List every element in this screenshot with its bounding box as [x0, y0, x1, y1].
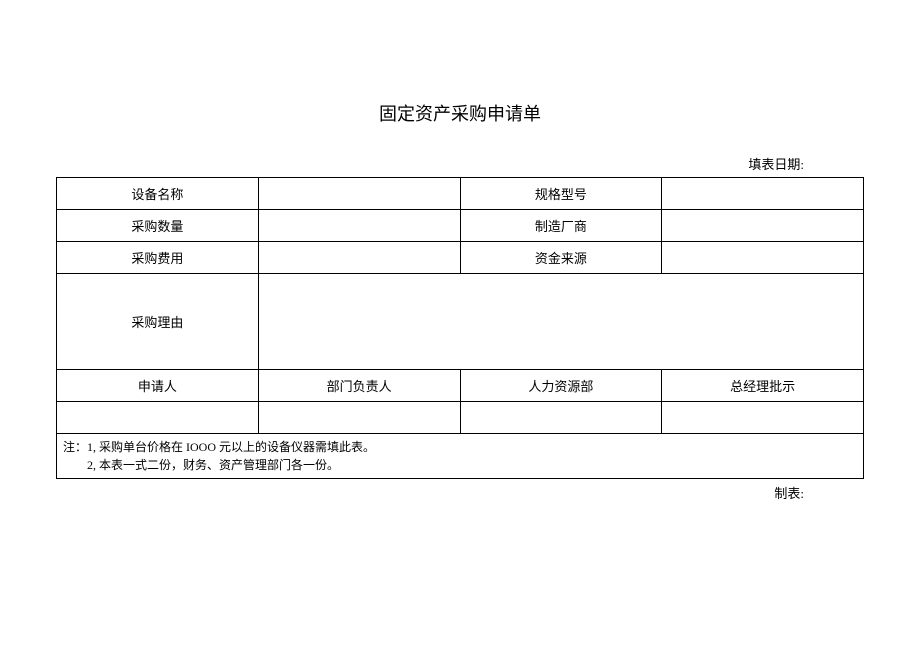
purchase-form-table: 设备名称 规格型号 采购数量 制造厂商 采购费用 资金来源 采购理由 申请人 部… — [56, 177, 864, 479]
label-hr-dept: 人力资源部 — [460, 370, 662, 402]
label-quantity: 采购数量 — [57, 210, 259, 242]
value-cost — [258, 242, 460, 274]
preparer-label: 制表: — [56, 483, 864, 502]
label-cost: 采购费用 — [57, 242, 259, 274]
sig-hr-dept — [460, 402, 662, 434]
label-reason: 采购理由 — [57, 274, 259, 370]
value-quantity — [258, 210, 460, 242]
label-fund-source: 资金来源 — [460, 242, 662, 274]
value-device-name — [258, 178, 460, 210]
fill-date-label: 填表日期: — [56, 154, 864, 173]
label-manufacturer: 制造厂商 — [460, 210, 662, 242]
label-dept-head: 部门负责人 — [258, 370, 460, 402]
value-spec-model — [662, 178, 864, 210]
value-manufacturer — [662, 210, 864, 242]
label-device-name: 设备名称 — [57, 178, 259, 210]
sig-applicant — [57, 402, 259, 434]
value-fund-source — [662, 242, 864, 274]
label-gm-approval: 总经理批示 — [662, 370, 864, 402]
notes-cell: 注：1, 采购单台价格在 IOOO 元以上的设备仪器需填此表。 2, 本表一式二… — [57, 434, 864, 479]
value-reason — [258, 274, 863, 370]
sig-dept-head — [258, 402, 460, 434]
form-title: 固定资产采购申请单 — [56, 100, 864, 126]
sig-gm-approval — [662, 402, 864, 434]
label-applicant: 申请人 — [57, 370, 259, 402]
label-spec-model: 规格型号 — [460, 178, 662, 210]
